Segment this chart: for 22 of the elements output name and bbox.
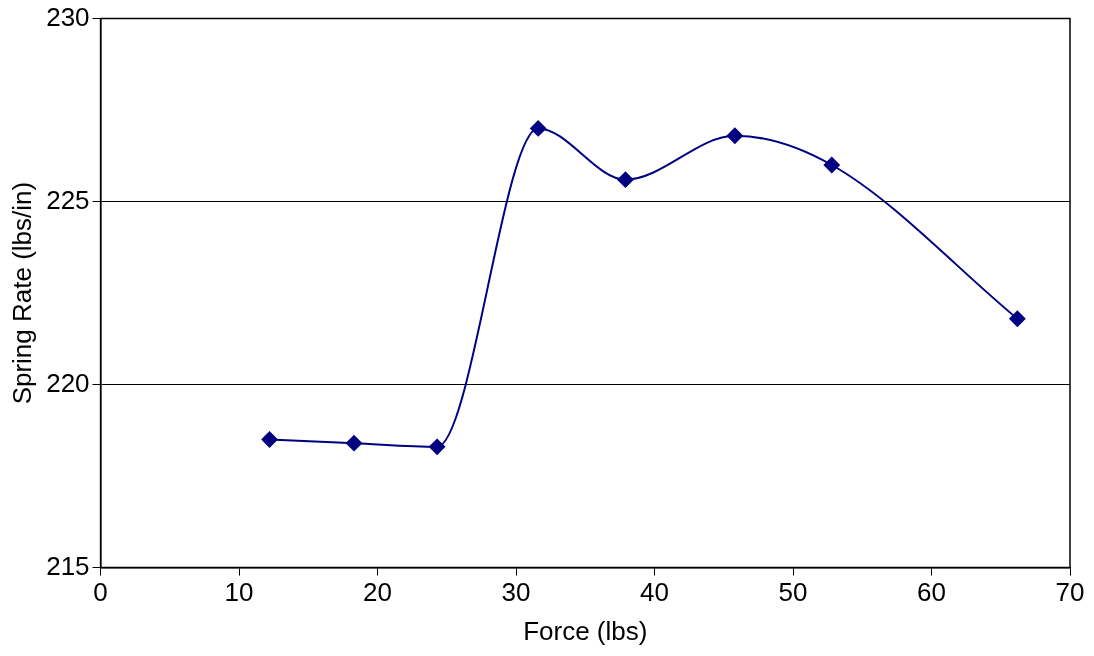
x-tick-label: 50	[778, 577, 808, 608]
y-tick-label: 220	[46, 367, 90, 398]
x-axis-title: Force (lbs)	[523, 615, 648, 646]
x-tick-label: 40	[640, 577, 669, 608]
point	[823, 157, 840, 173]
point	[530, 120, 547, 137]
y-tick-label: 225	[46, 184, 90, 215]
point	[617, 171, 634, 188]
point	[429, 438, 446, 455]
y-tick-label: 215	[46, 550, 90, 581]
y-axis-title: Spring Rate (lbs/in)	[6, 181, 37, 405]
point	[1009, 310, 1026, 327]
x-tick-label: 0	[93, 577, 108, 608]
point	[261, 431, 278, 448]
y-tick-label: 230	[46, 1, 90, 32]
x-tick-label: 70	[1055, 577, 1085, 608]
point	[726, 127, 743, 144]
x-tick-label: 10	[224, 577, 254, 608]
x-tick-label: 60	[917, 577, 946, 608]
x-tick-label: 20	[363, 577, 393, 608]
point	[346, 435, 363, 452]
x-tick-label: 30	[501, 577, 531, 608]
